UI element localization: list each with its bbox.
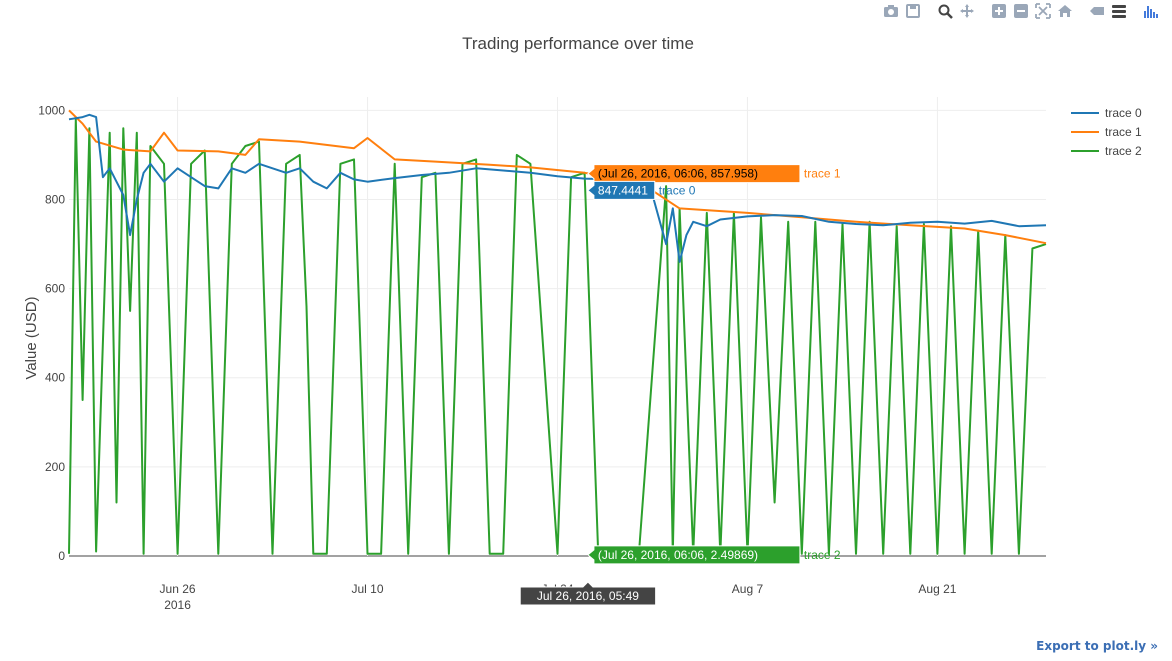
modebar <box>870 2 1160 20</box>
export-to-plotly-link[interactable]: Export to plot.ly » <box>1036 639 1158 653</box>
hover-x-label-box <box>519 581 657 606</box>
compare-icon[interactable] <box>1110 2 1128 20</box>
hover-label-series-name: trace 0 <box>659 183 696 197</box>
hover-x-label: Jul 26, 2016, 05:49 <box>519 581 657 606</box>
plot-area[interactable] <box>68 109 1047 557</box>
y-tick-label: 800 <box>45 192 65 206</box>
y-tick-label: 600 <box>45 282 65 296</box>
legend-item[interactable]: trace 0 <box>1071 106 1142 120</box>
zoom-out-icon[interactable] <box>1012 2 1030 20</box>
series-line-trace-1 <box>68 109 1047 245</box>
plotly-logo-icon[interactable] <box>1142 2 1160 20</box>
x-tick-label: Aug 7 <box>732 582 764 596</box>
autoscale-icon[interactable] <box>1034 2 1052 20</box>
series-line-trace-2 <box>68 118 1047 557</box>
y-axis-label: Value (USD) <box>23 296 40 379</box>
modebar-group <box>1142 2 1160 20</box>
hover-label-series-name: trace 1 <box>804 167 841 181</box>
gridlines <box>69 97 1046 557</box>
series-line-trace-0 <box>68 113 1047 263</box>
x-tick-label: Aug 21 <box>918 582 956 596</box>
y-tick-label: 1000 <box>38 103 65 117</box>
hover-label-text: (Jul 26, 2016, 06:06, 857.958) <box>598 167 758 181</box>
hover-label-box <box>587 180 656 200</box>
show-closest-icon[interactable] <box>1088 2 1106 20</box>
hover-label-box <box>587 545 801 565</box>
modebar-group <box>936 2 976 20</box>
y-tick-label: 400 <box>45 371 65 385</box>
y-tick-label: 0 <box>58 549 65 563</box>
legend-label: trace 2 <box>1105 144 1142 158</box>
legend-label: trace 0 <box>1105 106 1142 120</box>
hover-label-box <box>587 164 801 184</box>
modebar-group <box>882 2 922 20</box>
save-icon[interactable] <box>904 2 922 20</box>
hover-labels: (Jul 26, 2016, 06:06, 857.958) trace 1 847… <box>519 164 841 606</box>
camera-icon[interactable] <box>882 2 900 20</box>
reset-axes-icon[interactable] <box>1056 2 1074 20</box>
y-axis-ticks: 0 200 400 600 800 1000 <box>38 103 65 563</box>
hover-label-text: (Jul 26, 2016, 06:06, 2.49869) <box>598 548 758 562</box>
legend: trace 0 trace 1 trace 2 <box>1071 106 1142 158</box>
legend-label: trace 1 <box>1105 125 1142 139</box>
zoom-in-icon[interactable] <box>990 2 1008 20</box>
hover-label: 847.4441 trace 0 <box>587 180 696 200</box>
x-tick-label: Jun 26 <box>160 582 196 596</box>
x-tick-label: Jul 10 <box>352 582 384 596</box>
pan-icon[interactable] <box>958 2 976 20</box>
y-tick-label: 200 <box>45 460 65 474</box>
legend-item[interactable]: trace 2 <box>1071 144 1142 158</box>
modebar-group <box>990 2 1074 20</box>
hover-label: (Jul 26, 2016, 06:06, 857.958) trace 1 <box>587 164 841 184</box>
chart-title: Trading performance over time <box>462 34 694 53</box>
x-tick-sublabel: 2016 <box>164 598 191 612</box>
legend-item[interactable]: trace 1 <box>1071 125 1142 139</box>
hover-label-series-name: trace 2 <box>804 548 841 562</box>
hover-label-text: 847.4441 <box>598 183 648 197</box>
zoom-icon[interactable] <box>936 2 954 20</box>
hover-x-label-text: Jul 26, 2016, 05:49 <box>537 589 639 603</box>
modebar-group <box>1088 2 1128 20</box>
hover-label: (Jul 26, 2016, 06:06, 2.49869) trace 2 <box>587 545 841 565</box>
